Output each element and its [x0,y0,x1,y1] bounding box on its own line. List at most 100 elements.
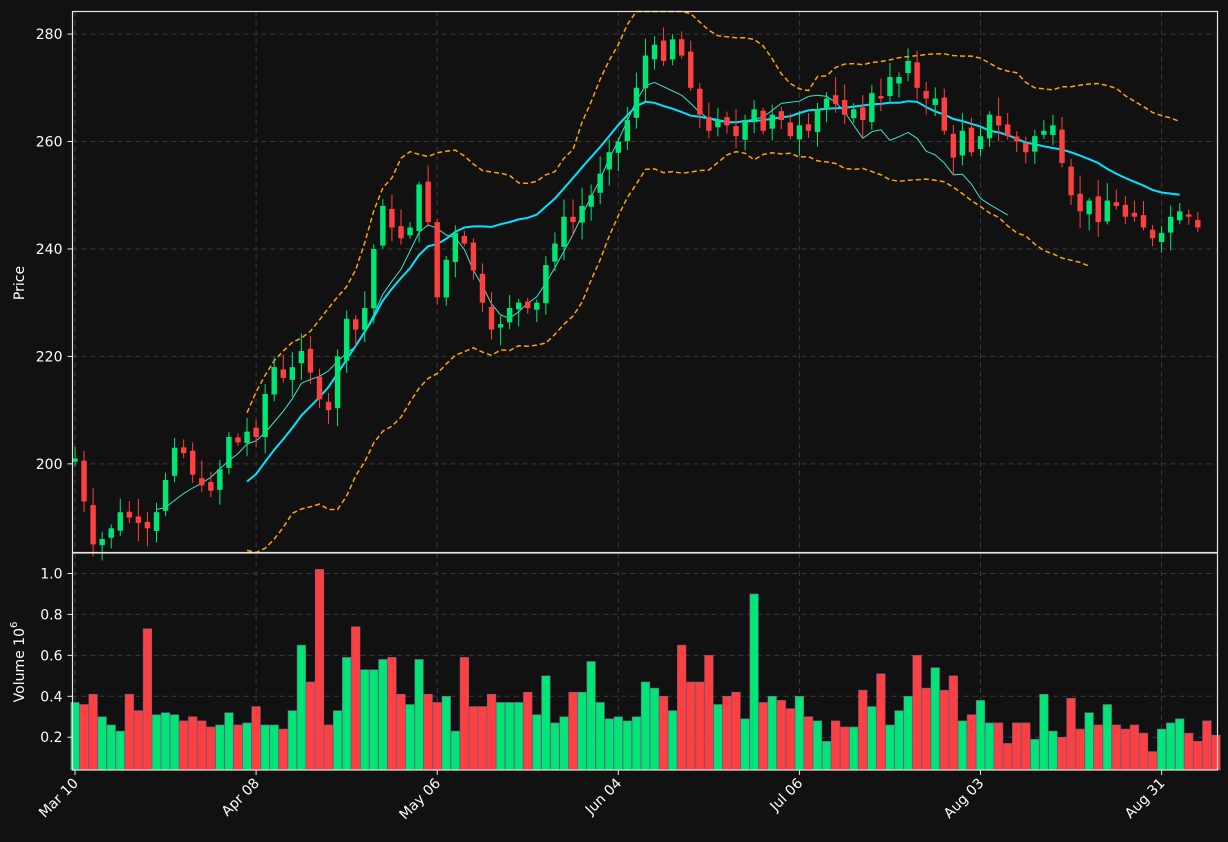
price-panel: 200 220 240 260 280 Price [12,10,1219,561]
volume-bar [260,724,270,771]
candle-down [697,83,703,128]
volume-bar [206,726,216,771]
candle-down [832,77,839,113]
volume-bar [133,710,143,771]
volume-bar [812,720,823,771]
candle-body [398,226,404,239]
candle-up [887,62,893,104]
candle-body [298,351,305,364]
candle-up [506,295,513,330]
candle-down [353,315,359,349]
candle-down [1149,225,1156,247]
candle-up [905,48,911,82]
volume-bar [785,708,795,771]
candle-up [416,181,422,243]
volume-bar [314,569,325,771]
candle-body [506,308,513,323]
candle-body [597,173,603,193]
candle-body [968,127,975,153]
volume-bar [849,726,859,771]
volume-bar [414,659,424,771]
candle-down [461,230,468,247]
candle-down [1113,189,1120,210]
candle-down [1131,200,1138,222]
candle-body [162,479,169,511]
candle-up [244,417,250,457]
price-tick-label: 200 [36,457,63,473]
candle-down [805,112,812,138]
volume-bar [179,720,189,771]
candle-up [226,432,232,475]
candle-body [986,114,993,139]
volume-bar [405,704,415,771]
candle-up [796,110,803,156]
candle-down [307,335,314,385]
candle-down [1014,131,1020,152]
candle-body [117,512,123,531]
volume-bar [1157,728,1167,771]
candle-body [832,95,839,104]
volume-bar [278,728,288,771]
candle-down [488,292,495,340]
candle-up [289,352,296,397]
volume-bar [776,700,786,771]
volume-bar [124,693,134,771]
candle-body [1177,211,1183,221]
candle-body [199,478,205,486]
candle-down [81,450,87,513]
candle-up [362,291,368,343]
candle-down [1186,209,1192,225]
candle-body [1032,136,1038,152]
candle-down [1004,113,1011,140]
volume-bar [966,714,977,771]
candle-body [425,181,431,223]
volume-bar [586,661,596,771]
volume-bar [767,696,777,771]
volume-bar [740,718,750,771]
candle-down [914,50,920,100]
candle-body [1195,220,1201,228]
candle-down [199,460,205,492]
candle-body [307,348,314,373]
candle-body [678,39,685,56]
candle-up [72,446,78,467]
volume-bar [514,702,524,771]
candle-body [896,77,902,84]
price-tick-label: 260 [36,135,63,151]
volume-bar [1093,724,1103,771]
candle-body [1068,166,1074,196]
volume-bar [396,693,406,771]
volume-bar [1129,724,1140,771]
candle-down [660,27,667,67]
candle-up [1158,226,1165,253]
volume-axis-title-power: 6 [9,622,20,628]
candle-up [543,256,549,315]
volume-bar [378,659,388,771]
candle-body [1086,200,1092,215]
candle-down [950,125,957,176]
candle-body [841,100,848,115]
candle-down [787,113,794,140]
candle-down [878,78,884,112]
candle-down [1059,116,1065,168]
volume-bar [975,700,986,771]
candle-body [244,431,250,444]
candle-up [371,244,377,324]
candle-body [325,401,332,411]
volume-bar [369,669,379,771]
candle-down [860,95,866,139]
volume-bar [151,714,162,771]
volume-bar [215,724,225,771]
volume-bar [1012,722,1022,771]
volume-bar [876,673,886,771]
candle-down [678,31,685,59]
candle-body [642,55,649,89]
volume-bar [604,718,614,771]
volume-bar [1202,720,1212,771]
volume-tick-label: 0.8 [40,607,62,623]
volume-bar [568,691,578,771]
price-axis-title: Price [12,266,28,300]
candle-body [262,394,268,438]
candle-body [887,77,893,97]
candle-body [171,447,178,476]
